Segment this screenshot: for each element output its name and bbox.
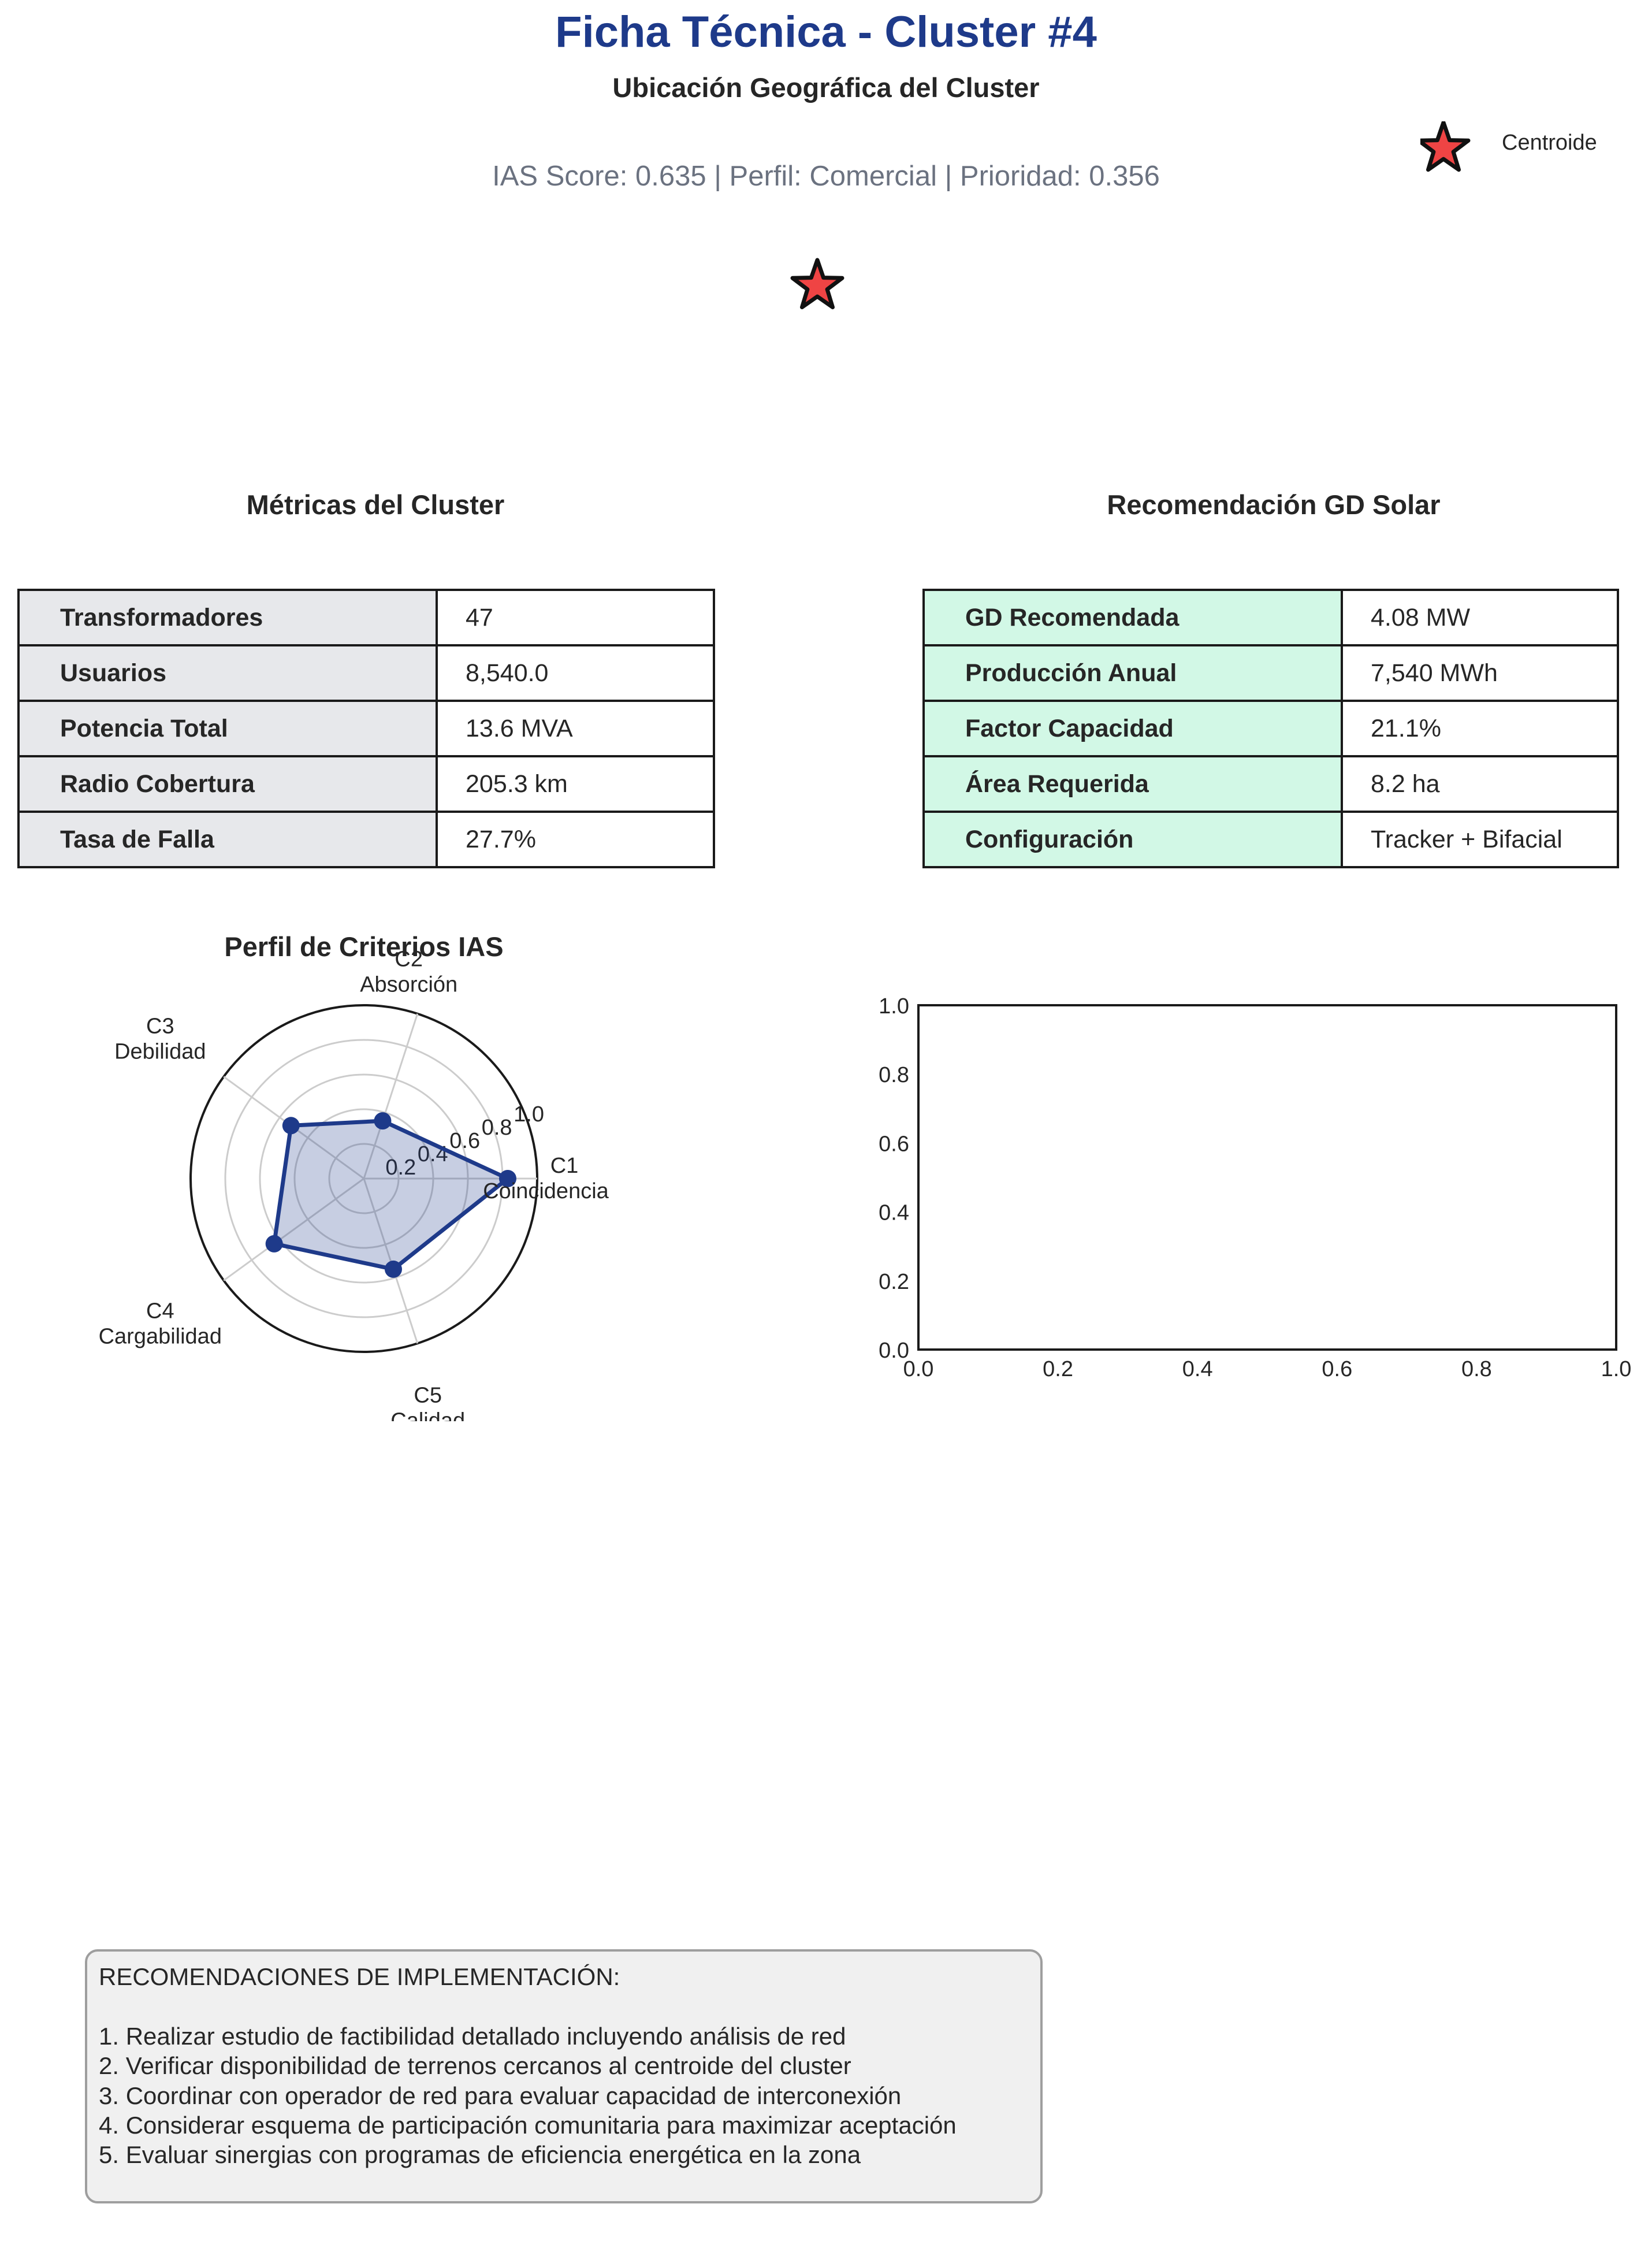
recommendations-heading: RECOMENDACIONES DE IMPLEMENTACIÓN:	[99, 1963, 620, 1990]
solar-label: Producción Anual	[922, 644, 1343, 702]
metric-value: 27.7%	[436, 811, 715, 868]
radar-axis-label: C3 Debilidad	[114, 1014, 206, 1064]
metric-value: 13.6 MVA	[436, 700, 715, 757]
radar-title: Perfil de Criterios IAS	[224, 931, 503, 962]
radar-series-area	[272, 1118, 510, 1272]
page-title: Ficha Técnica - Cluster #4	[555, 8, 1097, 57]
table-row: Configuración Tracker + Bifacial	[922, 811, 1619, 868]
metric-label: Tasa de Falla	[17, 811, 438, 868]
y-tick-label: 1.0	[879, 994, 909, 1019]
metric-value: 205.3 km	[436, 755, 715, 813]
y-tick-label: 0.6	[879, 1132, 909, 1156]
radar-point	[384, 1260, 402, 1278]
plot-frame	[917, 1004, 1617, 1351]
recommendation-item: 4. Considerar esquema de participación c…	[99, 2111, 957, 2139]
solar-label: Área Requerida	[922, 755, 1343, 813]
solar-label: GD Recomendada	[922, 589, 1343, 646]
table-row: Tasa de Falla 27.7%	[17, 811, 715, 868]
recommendation-item: 3. Coordinar con operador de red para ev…	[99, 2082, 902, 2109]
metrics-title: Métricas del Cluster	[246, 489, 505, 520]
metric-label: Radio Cobertura	[17, 755, 438, 813]
table-row: Factor Capacidad 21.1%	[922, 700, 1619, 757]
table-row: Producción Anual 7,540 MWh	[922, 644, 1619, 702]
radar-chart: Perfil de Criterios IAS 0.20.40.60.81.0 C1…	[99, 931, 609, 1421]
radar-axis-label: C1 Coincidencia	[483, 1154, 609, 1203]
x-tick-label: 0.6	[1322, 1357, 1352, 1381]
recommendation-item: 2. Verificar disponibilidad de terrenos …	[99, 2052, 851, 2080]
legend-star-icon	[1420, 121, 1471, 172]
radar-point	[265, 1235, 283, 1253]
x-tick-label: 0.8	[1461, 1357, 1492, 1381]
empty-axes-chart: 0.0 0.2 0.4 0.6 0.8 1.0 0.0 0.2 0.4 0.6 0.8 1.0	[879, 994, 1632, 1381]
radar-spoke	[223, 1177, 364, 1281]
centroid-star-icon	[790, 258, 844, 310]
radar-tick-label: 0.4	[418, 1142, 448, 1166]
radar-axis-label: C5 Calidad	[390, 1383, 465, 1421]
map-legend	[1420, 121, 1471, 172]
table-row: Potencia Total 13.6 MVA	[17, 700, 715, 757]
table-row: Usuarios 8,540.0	[17, 644, 715, 702]
x-tick-label: 0.0	[903, 1357, 934, 1381]
x-tick-label: 0.4	[1182, 1357, 1213, 1381]
radar-tick-label: 0.6	[449, 1129, 480, 1153]
radar-spoke	[363, 1013, 419, 1179]
solar-value: 8.2 ha	[1341, 755, 1619, 813]
metric-label: Transformadores	[17, 589, 438, 646]
metric-label: Usuarios	[17, 644, 438, 702]
solar-label: Factor Capacidad	[922, 700, 1343, 757]
solar-value: 21.1%	[1341, 700, 1619, 757]
radar-spoke	[363, 1178, 419, 1344]
table-row: GD Recomendada 4.08 MW	[922, 589, 1619, 646]
solar-value: 7,540 MWh	[1341, 644, 1619, 702]
radar-point	[374, 1112, 392, 1130]
radar-point	[499, 1170, 516, 1187]
x-tick-label: 0.2	[1043, 1357, 1073, 1381]
y-tick-label: 0.8	[879, 1063, 909, 1087]
solar-label: Configuración	[922, 811, 1343, 868]
radar-point	[282, 1117, 300, 1135]
recommendation-item: 5. Evaluar sinergias con programas de ef…	[99, 2141, 861, 2169]
metric-value: 8,540.0	[436, 644, 715, 702]
recommendation-item: 1. Realizar estudio de factibilidad deta…	[99, 2023, 846, 2050]
metrics-table: Transformadores 47 Usuarios 8,540.0 Potenc…	[17, 589, 715, 868]
y-tick-label: 0.2	[879, 1270, 909, 1294]
table-row: Transformadores 47	[17, 589, 715, 646]
ias-summary: IAS Score: 0.635 | Perfil: Comercial | P…	[492, 161, 1160, 192]
radar-tick-label: 1.0	[514, 1102, 544, 1127]
solar-title: Recomendación GD Solar	[1107, 489, 1441, 520]
solar-value: Tracker + Bifacial	[1341, 811, 1619, 868]
radar-axis-label: C4 Cargabilidad	[99, 1299, 222, 1348]
recommendations-box: RECOMENDACIONES DE IMPLEMENTACIÓN: 1. Re…	[85, 1949, 1043, 2203]
table-row: Área Requerida 8.2 ha	[922, 755, 1619, 813]
solar-table: GD Recomendada 4.08 MW Producción Anual 7,…	[922, 589, 1619, 868]
table-row: Radio Cobertura 205.3 km	[17, 755, 715, 813]
map-title: Ubicación Geográfica del Cluster	[612, 72, 1040, 103]
metric-label: Potencia Total	[17, 700, 438, 757]
solar-value: 4.08 MW	[1341, 589, 1619, 646]
radar-tick-label: 0.8	[482, 1116, 512, 1140]
radar-axis-label: C2 Absorción	[360, 947, 457, 997]
y-tick-label: 0.4	[879, 1201, 909, 1225]
metric-value: 47	[436, 589, 715, 646]
x-tick-label: 1.0	[1601, 1357, 1632, 1381]
legend-label: Centroide	[1502, 131, 1597, 155]
radar-tick-label: 0.2	[385, 1155, 416, 1180]
y-tick-label: 0.0	[879, 1339, 909, 1363]
